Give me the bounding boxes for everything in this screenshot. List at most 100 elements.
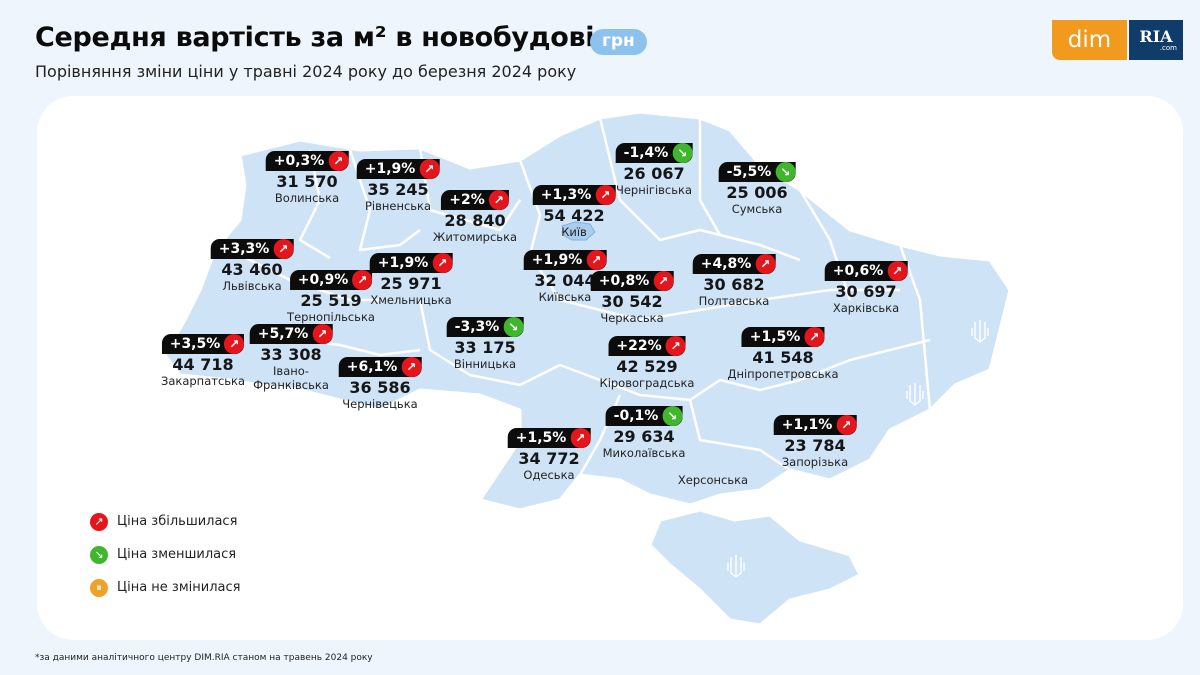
region-name: Волинська — [274, 191, 340, 205]
region-label: -3,3% ↘ 33 175 Вінницька — [446, 316, 524, 371]
arrow-down-right-icon: ↘ — [672, 143, 693, 163]
region-name: Кіровоградська — [599, 376, 695, 390]
arrow-up-right-icon: ↗ — [312, 324, 333, 344]
region-label: +2% ↗ 28 840 Житомирська — [433, 189, 517, 244]
region-label: +1,5% ↗ 34 772 Одеська — [507, 427, 591, 482]
region-name: Франківська — [253, 378, 329, 392]
price-value: 33 175 — [454, 338, 516, 357]
arrow-down-right-icon: ↘ — [775, 162, 796, 182]
price-change-badge: -1,4% ↘ — [615, 143, 693, 163]
arrow-up-right-icon: ↗ — [570, 428, 591, 448]
region-label: -0,1% ↘ 29 634 Миколаївська — [602, 405, 686, 460]
arrow-up-right-icon: ↗ — [419, 159, 440, 179]
price-change-badge: +1,5% ↗ — [507, 428, 591, 448]
region-name: Львівська — [222, 279, 282, 293]
legend-item-up: ↗ Ціна збільшилася — [90, 505, 240, 538]
region-name: Одеська — [523, 468, 575, 482]
price-value: 44 718 — [172, 355, 234, 374]
region-label: -1,4% ↘ 26 067 Чернігівська — [615, 142, 693, 197]
arrow-up-right-icon: ↗ — [488, 190, 509, 210]
region-name: Запорізька — [781, 455, 849, 469]
price-change-badge: +4,8% ↗ — [692, 254, 776, 274]
price-change-badge: +22% ↗ — [608, 336, 686, 356]
price-change-badge: +0,3% ↗ — [265, 151, 349, 171]
price-value: 36 586 — [349, 378, 411, 397]
arrow-down-right-icon: ↘ — [90, 545, 108, 564]
region-label: +1,3% ↗ 54 422 Київ — [532, 184, 616, 239]
arrow-up-right-icon: ↗ — [665, 336, 686, 356]
pause-icon: ⏸ — [90, 578, 108, 597]
price-value: 35 245 — [367, 180, 429, 199]
arrow-down-right-icon: ↘ — [662, 406, 683, 426]
unit-badge: грн — [590, 29, 647, 55]
region-label: +1,1% ↗ 23 784 Запорізька — [773, 414, 857, 469]
region-label: +1,5% ↗ 41 548 Дніпропетровська — [727, 326, 839, 381]
region-name: Сумська — [731, 202, 783, 216]
price-value: 54 422 — [543, 206, 605, 225]
region-name: Закарпатська — [160, 374, 246, 388]
arrow-up-right-icon: ↗ — [432, 253, 453, 273]
crimea-shape — [648, 508, 862, 627]
price-value: 43 460 — [221, 260, 283, 279]
arrow-up-right-icon: ↗ — [653, 271, 674, 291]
price-value: 32 044 — [534, 271, 596, 290]
price-change-badge: -0,1% ↘ — [605, 406, 683, 426]
region-name: Хмельницька — [370, 293, 452, 307]
region-name: Київ — [561, 225, 587, 239]
page-subtitle: Порівняння зміни ціни у травні 2024 року… — [35, 62, 577, 81]
region-name: Черкаська — [600, 311, 664, 325]
arrow-up-right-icon: ↗ — [586, 250, 607, 270]
price-change-badge: +0,6% ↗ — [824, 261, 908, 281]
price-value: 31 570 — [276, 172, 338, 191]
price-value: 26 067 — [623, 164, 685, 183]
legend: ↗ Ціна збільшилася ↘ Ціна зменшилася ⏸ Ц… — [90, 505, 240, 604]
price-change-badge: +2% ↗ — [441, 190, 509, 210]
logo-dim: dim — [1052, 20, 1127, 60]
price-value: 42 529 — [616, 357, 678, 376]
region-name: Івано- — [273, 364, 309, 378]
price-change-badge: +1,5% ↗ — [741, 327, 825, 347]
region-name: Херсонська — [677, 473, 749, 487]
arrow-up-right-icon: ↗ — [352, 270, 373, 290]
footnote: *за даними аналітичного центру DIM.RIA с… — [35, 653, 373, 663]
region-label: +4,8% ↗ 30 682 Полтавська — [692, 253, 776, 308]
price-value: 23 784 — [784, 436, 846, 455]
price-change-badge: +1,9% ↗ — [356, 159, 440, 179]
ukraine-mainland-shape — [163, 110, 1012, 512]
price-change-badge: +1,3% ↗ — [532, 185, 616, 205]
price-value: 25 519 — [300, 291, 362, 310]
dim-ria-logo[interactable]: dim RIA .com — [1052, 20, 1183, 60]
region-label: +1,9% ↗ 25 971 Хмельницька — [369, 252, 453, 307]
price-value: 25 971 — [380, 274, 442, 293]
region-label: +0,8% ↗ 30 542 Черкаська — [590, 270, 674, 325]
arrow-up-right-icon: ↗ — [595, 185, 616, 205]
region-label: +1,9% ↗ 32 044 Київська — [523, 249, 607, 304]
price-value: 34 772 — [518, 449, 580, 468]
region-label: +0,9% ↗ 25 519 Тернопільська — [287, 269, 375, 324]
price-change-badge: +5,7% ↗ — [249, 324, 333, 344]
region-label: -5,5% ↘ 25 006 Сумська — [718, 161, 796, 216]
region-name: Миколаївська — [602, 446, 686, 460]
arrow-up-right-icon: ↗ — [273, 239, 294, 259]
price-change-badge: +3,5% ↗ — [161, 334, 245, 354]
region-label: +6,1% ↗ 36 586 Чернівецька — [338, 356, 422, 411]
region-label: Херсонська — [678, 473, 748, 487]
price-change-badge: +3,3% ↗ — [210, 239, 294, 259]
region-name: Вінницька — [453, 357, 517, 371]
region-label: +22% ↗ 42 529 Кіровоградська — [599, 335, 695, 390]
arrow-up-right-icon: ↗ — [401, 357, 422, 377]
legend-item-down: ↘ Ціна зменшилася — [90, 538, 240, 571]
price-value: 28 840 — [444, 211, 506, 230]
price-change-badge: +1,1% ↗ — [773, 415, 857, 435]
price-value: 25 006 — [726, 183, 788, 202]
price-value: 33 308 — [260, 345, 322, 364]
arrow-up-right-icon: ↗ — [887, 261, 908, 281]
region-name: Тернопільська — [287, 310, 375, 324]
region-name: Рівненська — [364, 199, 432, 213]
arrow-up-right-icon: ↗ — [90, 512, 108, 531]
logo-ria: RIA .com — [1129, 20, 1183, 60]
price-change-badge: -5,5% ↘ — [718, 162, 796, 182]
region-name: Житомирська — [432, 230, 518, 244]
price-change-badge: +1,9% ↗ — [369, 253, 453, 273]
